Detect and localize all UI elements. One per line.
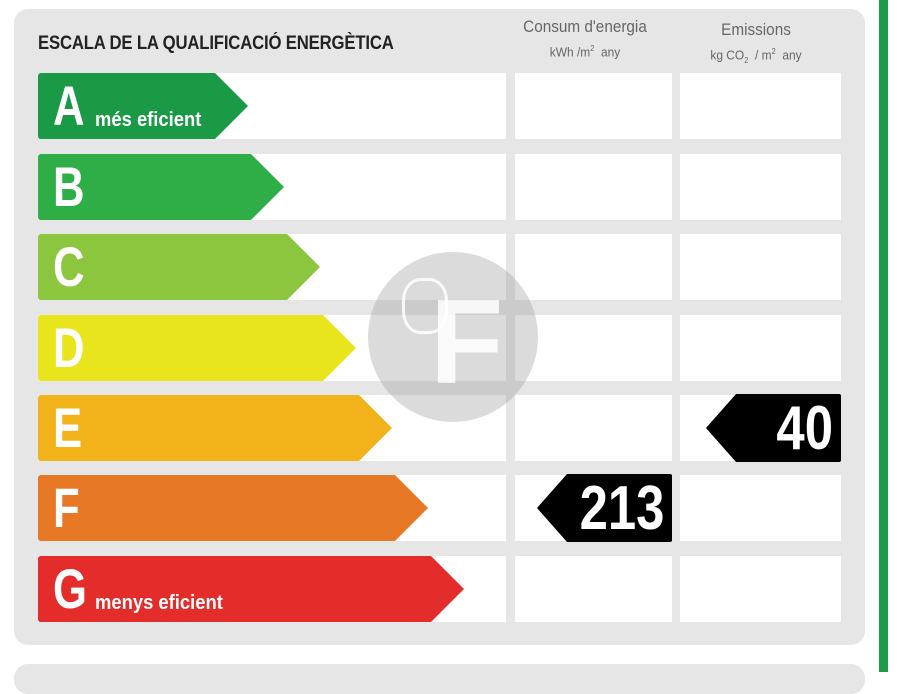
rating-letter: B (53, 155, 85, 218)
rating-arrow-shape (38, 73, 248, 139)
consumption-cell-g (515, 556, 672, 622)
emissions-column-header: Emissions kg CO2 / m2 any (686, 20, 826, 70)
consumption-label: Consum d'energia (523, 17, 647, 36)
consumption-marker-arrow (537, 474, 672, 542)
watermark-letter: F (430, 275, 504, 409)
rating-letter: F (53, 476, 80, 539)
rating-letter: D (53, 316, 85, 379)
consumption-cell-a (515, 73, 672, 139)
lower-panel (14, 664, 865, 694)
rating-arrow-shape (38, 234, 320, 300)
rating-bar-b: B (38, 154, 284, 220)
emissions-label: Emissions (721, 20, 791, 39)
rating-letter: A (53, 74, 85, 137)
consumption-cell-e (515, 395, 672, 461)
rating-letter: E (53, 396, 83, 459)
rating-caption: més eficient (95, 109, 202, 131)
emissions-marker: 40 (706, 394, 841, 463)
emissions-marker-value: 40 (776, 394, 833, 463)
consumption-cell-b (515, 154, 672, 220)
consumption-unit: kWh /m2 any (549, 44, 621, 60)
rating-arrow-shape (38, 475, 428, 541)
emissions-cell-f (680, 475, 841, 541)
rating-bar-c: C (38, 234, 320, 300)
globe-icon (402, 278, 448, 334)
consumption-cell-d (515, 315, 672, 381)
watermark-logo: F (368, 252, 538, 422)
rating-arrow-shape (38, 395, 392, 461)
emissions-cell-d (680, 315, 841, 381)
rating-bar-e: E (38, 395, 392, 461)
rating-letter: G (53, 557, 87, 620)
emissions-cell-a (680, 73, 841, 139)
rating-letter: C (53, 235, 85, 298)
consumption-column-header: Consum d'energia kWh /m2 any (515, 17, 655, 61)
page-title: ESCALA DE LA QUALIFICACIÓ ENERGÈTICA (38, 33, 394, 54)
emissions-cell-c (680, 234, 841, 300)
rating-bar-d: D (38, 315, 356, 381)
side-stripe (879, 0, 888, 672)
consumption-cell-c (515, 234, 672, 300)
emissions-marker-arrow (706, 394, 841, 462)
rating-caption: menys eficient (95, 592, 223, 614)
consumption-marker: 213 (537, 474, 672, 543)
rating-bar-f: F (38, 475, 428, 541)
rating-arrow-shape (38, 154, 284, 220)
consumption-marker-value: 213 (579, 474, 664, 543)
rating-arrow-shape (38, 315, 356, 381)
rating-arrow-shape (38, 556, 464, 622)
emissions-cell-g (680, 556, 841, 622)
emissions-cell-b (680, 154, 841, 220)
emissions-unit: kg CO2 / m2 any (710, 47, 802, 65)
